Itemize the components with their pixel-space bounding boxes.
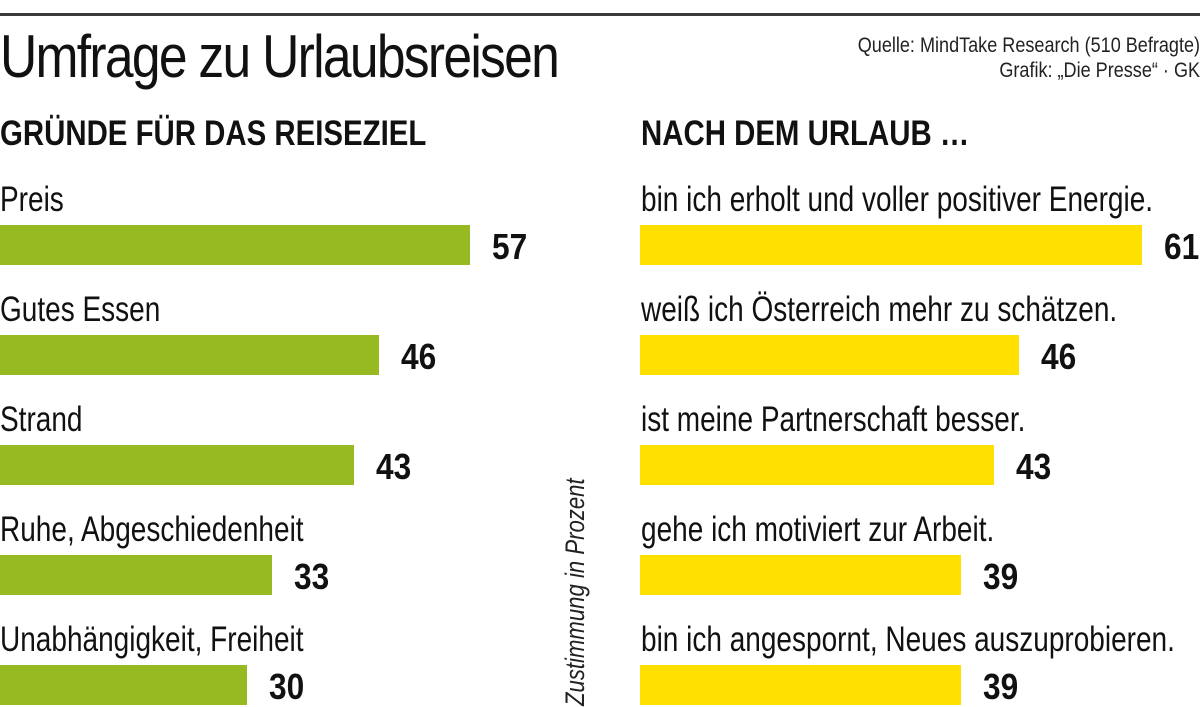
axis-note: Zustimmung in Prozent: [560, 478, 590, 706]
left-category-label: Unabhängigkeit, Freiheit: [0, 620, 304, 659]
right-category-label: weiß ich Österreich mehr zu schätzen.: [641, 290, 1118, 329]
right-bar: [640, 335, 1019, 375]
left-value-label: 57: [492, 226, 528, 267]
right-bar: [640, 555, 961, 595]
left-value-label: 46: [401, 336, 437, 377]
right-category-label: gehe ich motiviert zur Arbeit.: [641, 510, 995, 549]
source-line: Quelle: MindTake Research (510 Befragte): [857, 34, 1200, 57]
right-category-label: bin ich erholt und voller positiver Ener…: [641, 180, 1154, 219]
left-category-label: Ruhe, Abgeschiedenheit: [0, 510, 304, 549]
left-bar: [0, 445, 354, 485]
left-value-label: 43: [376, 446, 412, 487]
source-credit: Quelle: MindTake Research (510 Befragte)…: [858, 33, 1200, 83]
right-bar: [640, 225, 1142, 265]
right-category-label: ist meine Partnerschaft besser.: [641, 400, 1026, 439]
left-bar: [0, 555, 272, 595]
right-value-label: 46: [1041, 336, 1077, 377]
left-category-label: Preis: [0, 180, 64, 219]
right-bar: [640, 665, 961, 705]
right-value-label: 43: [1016, 446, 1052, 487]
right-panel-title: NACH DEM URLAUB …: [641, 114, 970, 153]
right-value-label: 39: [983, 666, 1019, 707]
left-value-label: 33: [294, 556, 330, 597]
right-bar: [640, 445, 994, 485]
left-category-label: Strand: [0, 400, 83, 439]
left-value-label: 30: [269, 666, 305, 707]
left-panel-title: GRÜNDE FÜR DAS REISEZIEL: [0, 114, 427, 153]
right-value-label: 61: [1164, 226, 1200, 267]
chart-title: Umfrage zu Urlaubsreisen: [0, 23, 560, 90]
left-bar: [0, 665, 247, 705]
top-rule: [0, 13, 1200, 16]
left-category-label: Gutes Essen: [0, 290, 161, 329]
graphic-credit-line: Grafik: „Die Presse“ · GK: [999, 59, 1200, 82]
left-bar: [0, 335, 379, 375]
left-bar: [0, 225, 470, 265]
right-value-label: 39: [983, 556, 1019, 597]
right-category-label: bin ich angespornt, Neues auszuprobieren…: [641, 620, 1175, 659]
